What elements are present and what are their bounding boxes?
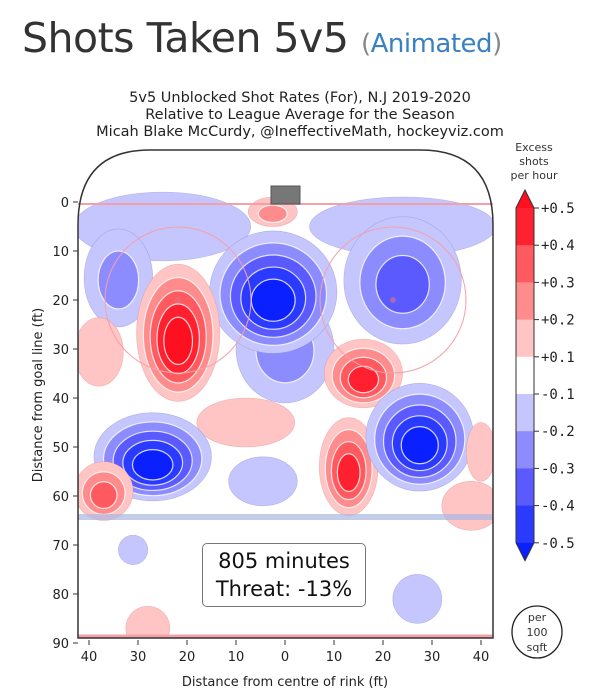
- title-text: Shots Taken 5v5: [22, 14, 349, 62]
- contour-level-pos: [78, 317, 124, 387]
- y-tick-label: 30: [52, 343, 69, 358]
- colorbar-segment: [516, 394, 534, 432]
- contour-level-pos: [89, 481, 118, 510]
- colorbar-segment: [516, 208, 534, 246]
- contour-level-pos: [163, 316, 194, 366]
- colorbar-segment: [516, 356, 534, 395]
- colorbar-tick-label: -0.3: [541, 461, 575, 477]
- faceoff-dot-left: [175, 297, 181, 303]
- chart-title-line-3: Micah Blake McCurdy, @IneffectiveMath, h…: [96, 124, 504, 140]
- y-tick-label: 50: [52, 441, 69, 456]
- x-tick-label: 10: [228, 650, 245, 665]
- colorbar-tick-label: +0.4: [541, 238, 575, 254]
- x-tick-label: 0: [281, 650, 289, 665]
- contour-level-neg: [375, 254, 430, 314]
- paren-open: (: [360, 29, 371, 59]
- colorbar-title-2: shots: [519, 155, 549, 168]
- summary-box: 805 minutes Threat: -13%: [202, 543, 366, 607]
- y-tick-label: 0: [61, 196, 69, 211]
- y-tick-label: 20: [52, 294, 69, 309]
- paren-close: ): [492, 29, 502, 59]
- contour-level-pos: [125, 605, 171, 638]
- unit-badge: [511, 605, 563, 659]
- x-tick-label: 40: [81, 650, 98, 665]
- colorbar-tick-label: -0.2: [541, 424, 575, 440]
- colorbar-segment: [516, 505, 534, 544]
- colorbar-segment: [516, 319, 534, 358]
- contour-level-pos: [196, 397, 296, 448]
- colorbar-tick-label: +0.5: [541, 201, 575, 217]
- colorbar-tick-label: +0.2: [541, 313, 575, 329]
- minutes-text: 805 minutes: [218, 549, 350, 573]
- contour-level-neg: [118, 534, 149, 565]
- y-axis-label: Distance from goal line (ft): [31, 308, 46, 482]
- colorbar-title-1: Excess: [515, 141, 553, 154]
- x-tick-label: 30: [130, 650, 147, 665]
- x-axis-label: Distance from centre of rink (ft): [182, 675, 388, 690]
- y-tick-label: 90: [52, 637, 69, 652]
- contour-level-neg: [250, 278, 296, 322]
- contour-level-pos: [336, 453, 361, 493]
- unit-line-2: 100: [527, 626, 548, 639]
- colorbar-tick-label: -0.5: [541, 536, 575, 552]
- colorbar-segment: [516, 245, 534, 283]
- x-tick-label: 30: [424, 650, 441, 665]
- y-tick-label: 80: [52, 588, 69, 603]
- contour-level-pos: [347, 365, 380, 394]
- contour-level-pos: [441, 480, 493, 531]
- axes: 40 30 20 10 0 10 20 30 40 0 10 20 30 40 50 60 70 80 90: [52, 196, 489, 665]
- colorbar-segment: [516, 282, 534, 321]
- colorbar-tick-label: +0.1: [541, 350, 575, 366]
- x-tick-label: 20: [179, 650, 196, 665]
- x-tick-label: 40: [473, 650, 490, 665]
- colorbar-segment: [516, 431, 534, 469]
- faceoff-circle-left: [104, 226, 252, 374]
- contour-level-neg: [400, 426, 439, 465]
- x-tick-label: 20: [375, 650, 392, 665]
- animated-link[interactable]: Animated: [370, 29, 493, 59]
- faceoff-circle-right: [319, 226, 467, 374]
- rink-boards: [77, 149, 494, 639]
- y-tick-label: 70: [52, 539, 69, 554]
- colorbar: +0.5 +0.4 +0.3 +0.2 +0.1 -0.1 -0.2 -0.3 -0.4 -0.5: [515, 188, 575, 562]
- colorbar-tick-label: -0.1: [541, 387, 575, 403]
- contour-level-neg: [228, 456, 298, 507]
- colorbar-arrow-top: [516, 190, 534, 208]
- heatmap-contours: [78, 191, 493, 638]
- colorbar-segment: [516, 468, 534, 507]
- contour-level-neg: [131, 449, 174, 481]
- faceoff-dot-right: [390, 297, 396, 303]
- colorbar-tick-label: +0.3: [541, 275, 575, 291]
- blue-line: [78, 514, 493, 520]
- y-tick-label: 40: [52, 392, 69, 407]
- x-tick-label: 10: [326, 650, 343, 665]
- threat-text: Threat: -13%: [215, 577, 353, 601]
- colorbar-tick-label: -0.4: [541, 499, 575, 515]
- unit-line-3: sqft: [527, 641, 548, 654]
- y-tick-label: 10: [52, 245, 69, 260]
- chart-title-line-1: 5v5 Unblocked Shot Rates (For), N.J 2019…: [129, 90, 471, 106]
- colorbar-title-3: per hour: [511, 169, 558, 182]
- colorbar-arrow-bottom: [516, 542, 534, 561]
- contour-level-neg: [97, 250, 140, 310]
- unit-line-1: per: [528, 611, 547, 624]
- page-title: Shots Taken 5v5 (Animated): [22, 14, 502, 62]
- y-tick-label: 60: [52, 490, 69, 505]
- contour-level-neg: [392, 574, 443, 624]
- contour-level-pos: [465, 422, 493, 482]
- goal-net: [270, 185, 301, 205]
- contour-level-pos: [257, 204, 288, 224]
- chart-title-line-2: Relative to League Average for the Seaso…: [145, 107, 455, 123]
